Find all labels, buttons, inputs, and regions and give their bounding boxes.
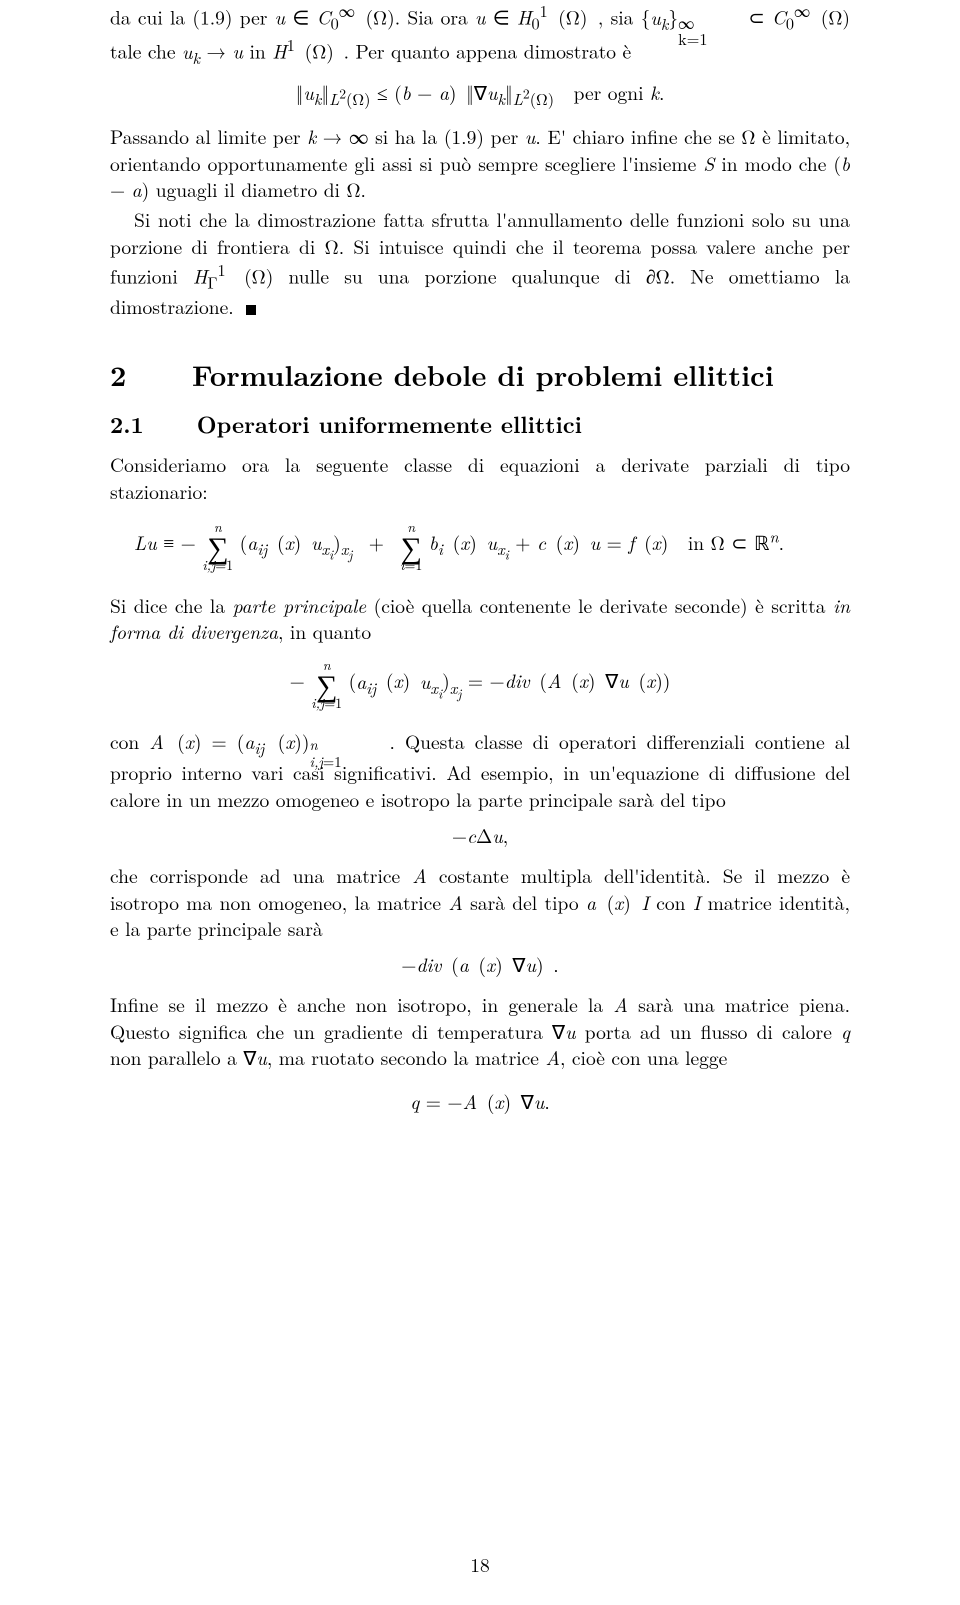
paper-page: da cui la (1.9) per u ∈ C0∞ (Ω). Sia ora… xyxy=(0,0,960,1605)
section-heading: 2 Formulazione debole di problemi ellitt… xyxy=(110,356,850,394)
equation-1: ‖uk‖L2(Ω) ≤ (b − a) ‖∇uk‖L2(Ω) per ogni … xyxy=(110,79,850,110)
paragraph-4: Si dice che la parte principale (cioè qu… xyxy=(110,592,850,645)
section-number: 2 xyxy=(110,355,126,395)
equation-4: −cΔu, xyxy=(110,822,850,848)
equation-5: −div (a (x) ∇u) . xyxy=(110,951,850,977)
equation-3: − n ∑ i,j=1 (aij (x) uxi)xj = −div (A (x… xyxy=(110,658,850,710)
paragraph-7: Infine se il mezzo è anche non isotropo,… xyxy=(110,991,850,1070)
equation-6: q = −A (x) ∇u. xyxy=(110,1088,850,1114)
paragraph-2b: Si noti che la dimostrazione fatta sfrut… xyxy=(110,206,850,319)
section-title: Formulazione debole di problemi ellittic… xyxy=(192,355,774,395)
paragraph-5: con A (x) = (aij (x))ni,j=1 . Questa cla… xyxy=(110,728,850,811)
page-number: 18 xyxy=(0,1551,960,1577)
subsection-number: 2.1 xyxy=(110,407,144,440)
subsection-title: Operatori uniformemente ellittici xyxy=(197,407,582,440)
subsection-heading: 2.1 Operatori uniformemente ellittici xyxy=(110,408,850,439)
equation-2: Lu ≡ − n ∑ i,j=1 (aij (x) uxi)xj + n ∑ i… xyxy=(110,520,850,572)
qed-icon xyxy=(246,305,256,315)
paragraph-1: da cui la (1.9) per u ∈ C0∞ (Ω). Sia ora… xyxy=(110,0,850,69)
paragraph-3: Consideriamo ora la seguente classe di e… xyxy=(110,451,850,504)
paragraph-2a: Passando al limite per k → ∞ si ha la (1… xyxy=(110,123,850,202)
paragraph-6: che corrisponde ad una matrice A costant… xyxy=(110,862,850,941)
